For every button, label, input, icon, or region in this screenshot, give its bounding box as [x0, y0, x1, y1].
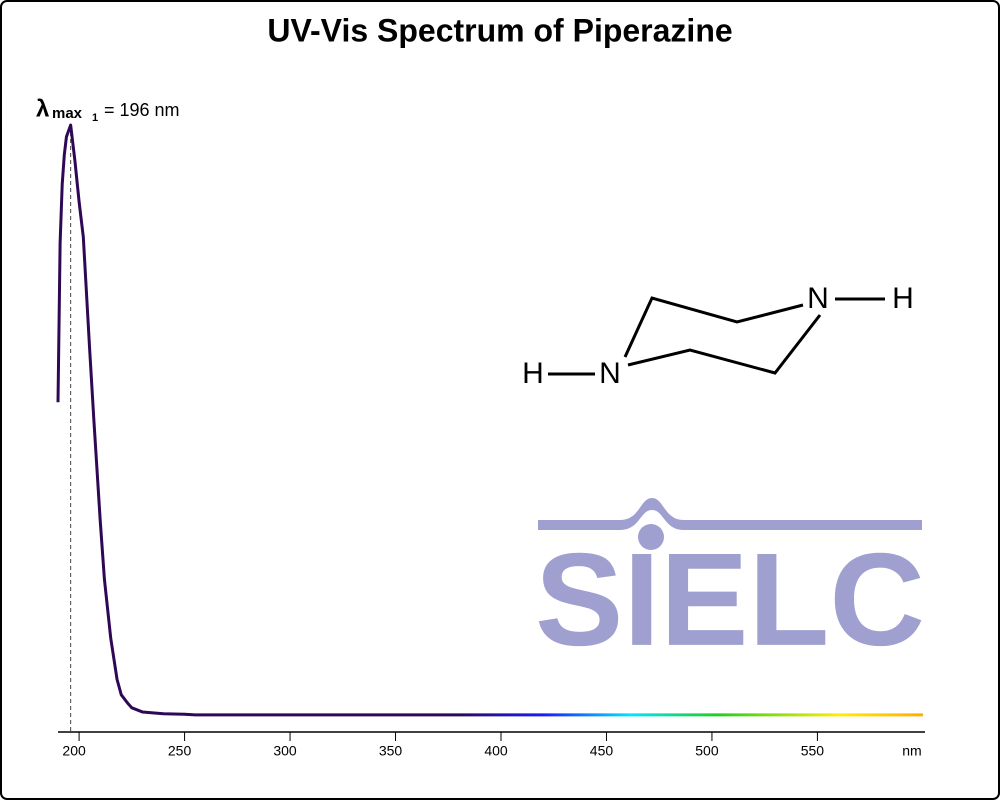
logo-dot [638, 524, 664, 550]
x-tick-label: 200 [62, 743, 86, 759]
bond [623, 296, 804, 358]
x-tick-label: 450 [590, 743, 614, 759]
x-axis-label: nm [902, 743, 921, 759]
annotation-subscript: max [52, 105, 83, 122]
chart-title: UV-Vis Spectrum of Piperazine [267, 12, 732, 48]
atom: N [599, 357, 621, 390]
atom: N [807, 282, 829, 315]
bond [627, 314, 822, 375]
atom: H [892, 282, 914, 315]
spectrum-line [56, 123, 923, 717]
x-tick-label: 300 [273, 743, 297, 759]
x-tick-label: 500 [695, 743, 719, 759]
logo: SIELC [535, 498, 925, 673]
x-tick-label: 350 [379, 743, 403, 759]
atom: H [522, 357, 544, 390]
x-tick-label: 400 [484, 743, 508, 759]
logo-swoosh [538, 498, 922, 530]
annotation-text: = 196 nm [104, 100, 180, 120]
structure [548, 296, 885, 376]
annotation-symbol: λ [36, 95, 49, 122]
x-tick-label: 550 [801, 743, 825, 759]
logo-text: SIELC [535, 526, 925, 673]
x-tick-label: 250 [168, 743, 192, 759]
atoms: N H N H [522, 282, 914, 390]
annotation-index: 1 [92, 112, 98, 124]
